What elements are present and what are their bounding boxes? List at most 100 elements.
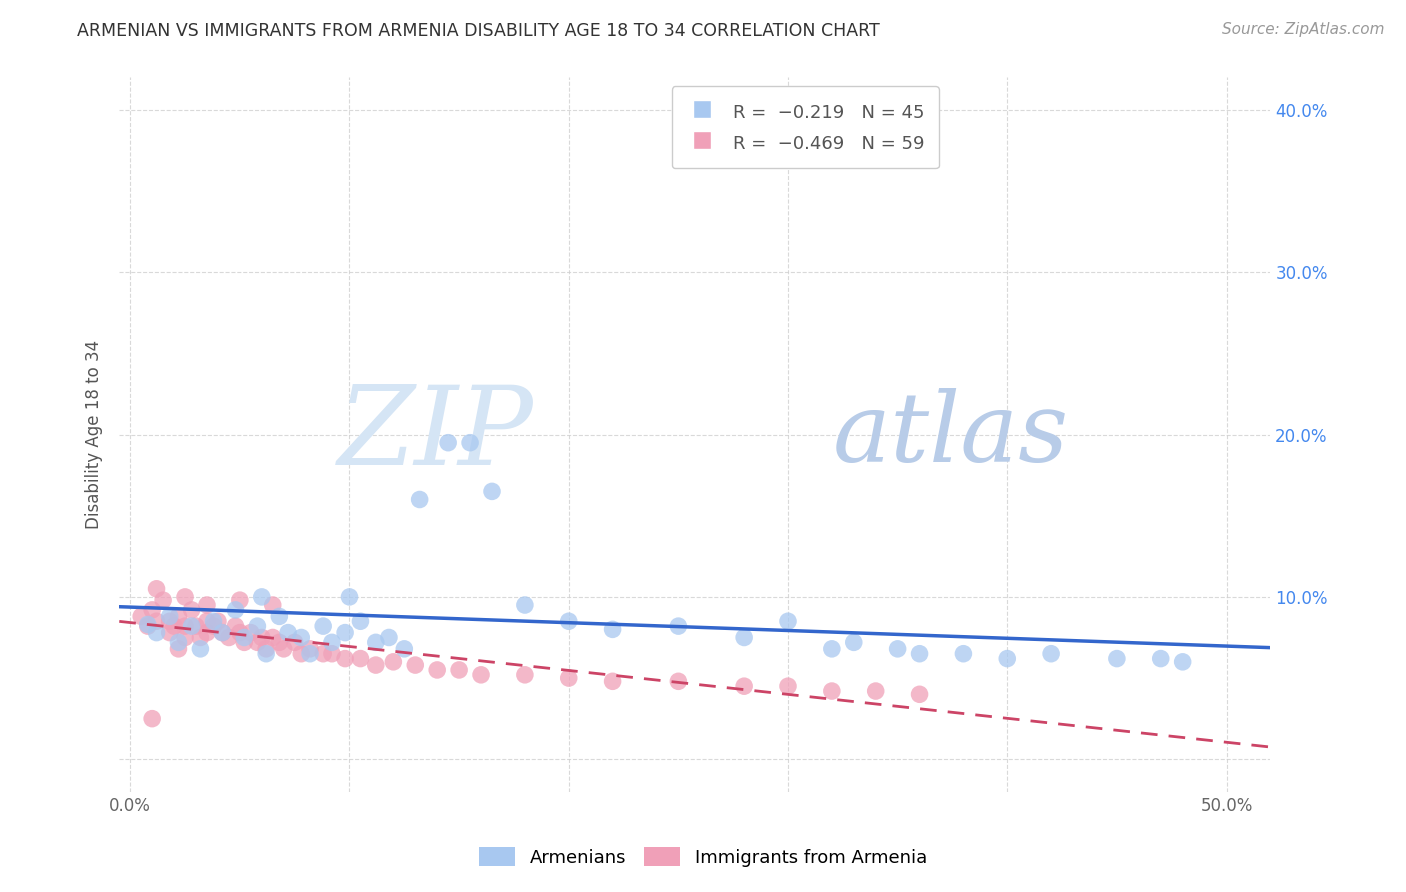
Point	[250, 631, 273, 645]
Point	[233, 635, 256, 649]
Point	[558, 671, 581, 685]
Point	[129, 609, 152, 624]
Point	[364, 658, 387, 673]
Point	[449, 663, 471, 677]
Point	[211, 625, 233, 640]
Point	[321, 635, 343, 649]
Point	[180, 603, 202, 617]
Point	[952, 647, 974, 661]
Point	[312, 619, 335, 633]
Point	[299, 647, 322, 661]
Point	[269, 635, 291, 649]
Point	[195, 598, 218, 612]
Point	[224, 619, 246, 633]
Point	[733, 631, 755, 645]
Point	[821, 684, 844, 698]
Point	[262, 631, 284, 645]
Point	[821, 641, 844, 656]
Legend: R =  −0.219   N = 45, R =  −0.469   N = 59: R = −0.219 N = 45, R = −0.469 N = 59	[672, 87, 939, 169]
Point	[195, 614, 218, 628]
Point	[339, 590, 361, 604]
Point	[1171, 655, 1194, 669]
Point	[254, 647, 277, 661]
Point	[1105, 651, 1128, 665]
Point	[184, 619, 207, 633]
Point	[269, 609, 291, 624]
Point	[865, 684, 887, 698]
Point	[364, 635, 387, 649]
Point	[224, 603, 246, 617]
Point	[666, 619, 689, 633]
Point	[229, 593, 252, 607]
Point	[136, 617, 159, 632]
Point	[136, 619, 159, 633]
Point	[908, 687, 931, 701]
Point	[321, 647, 343, 661]
Point	[666, 674, 689, 689]
Point	[842, 635, 865, 649]
Point	[1040, 647, 1063, 661]
Point	[250, 590, 273, 604]
Point	[408, 492, 430, 507]
Point	[190, 631, 212, 645]
Point	[437, 435, 460, 450]
Point	[174, 631, 197, 645]
Point	[180, 619, 202, 633]
Point	[458, 435, 481, 450]
Point	[481, 484, 503, 499]
Point	[174, 590, 197, 604]
Point	[290, 631, 312, 645]
Point	[246, 619, 269, 633]
Point	[602, 674, 624, 689]
Point	[776, 679, 799, 693]
Point	[207, 614, 229, 628]
Point	[404, 658, 426, 673]
Point	[333, 651, 356, 665]
Point	[211, 625, 233, 640]
Point	[394, 641, 416, 656]
Point	[513, 668, 536, 682]
Point	[273, 641, 295, 656]
Point	[776, 614, 799, 628]
Point	[202, 614, 225, 628]
Point	[141, 712, 163, 726]
Point	[246, 635, 269, 649]
Point	[152, 593, 174, 607]
Point	[602, 623, 624, 637]
Point	[167, 609, 190, 624]
Point	[299, 641, 322, 656]
Point	[145, 625, 167, 640]
Point	[239, 625, 262, 640]
Text: Source: ZipAtlas.com: Source: ZipAtlas.com	[1222, 22, 1385, 37]
Point	[141, 603, 163, 617]
Point	[262, 598, 284, 612]
Point	[277, 625, 299, 640]
Point	[349, 614, 371, 628]
Point	[195, 625, 218, 640]
Point	[886, 641, 908, 656]
Point	[254, 641, 277, 656]
Point	[202, 619, 225, 633]
Point	[378, 631, 401, 645]
Point	[908, 647, 931, 661]
Point	[733, 679, 755, 693]
Text: ARMENIAN VS IMMIGRANTS FROM ARMENIA DISABILITY AGE 18 TO 34 CORRELATION CHART: ARMENIAN VS IMMIGRANTS FROM ARMENIA DISA…	[77, 22, 880, 40]
Point	[470, 668, 492, 682]
Point	[382, 655, 405, 669]
Text: atlas: atlas	[832, 387, 1069, 482]
Point	[995, 651, 1018, 665]
Point	[284, 635, 307, 649]
Point	[159, 625, 181, 640]
Point	[349, 651, 371, 665]
Point	[513, 598, 536, 612]
Point	[558, 614, 581, 628]
Point	[190, 641, 212, 656]
Point	[233, 631, 256, 645]
Point	[229, 625, 252, 640]
Point	[290, 647, 312, 661]
Point	[145, 614, 167, 628]
Point	[167, 635, 190, 649]
Legend: Armenians, Immigrants from Armenia: Armenians, Immigrants from Armenia	[472, 840, 934, 874]
Text: ZIP: ZIP	[337, 381, 534, 488]
Y-axis label: Disability Age 18 to 34: Disability Age 18 to 34	[86, 340, 103, 529]
